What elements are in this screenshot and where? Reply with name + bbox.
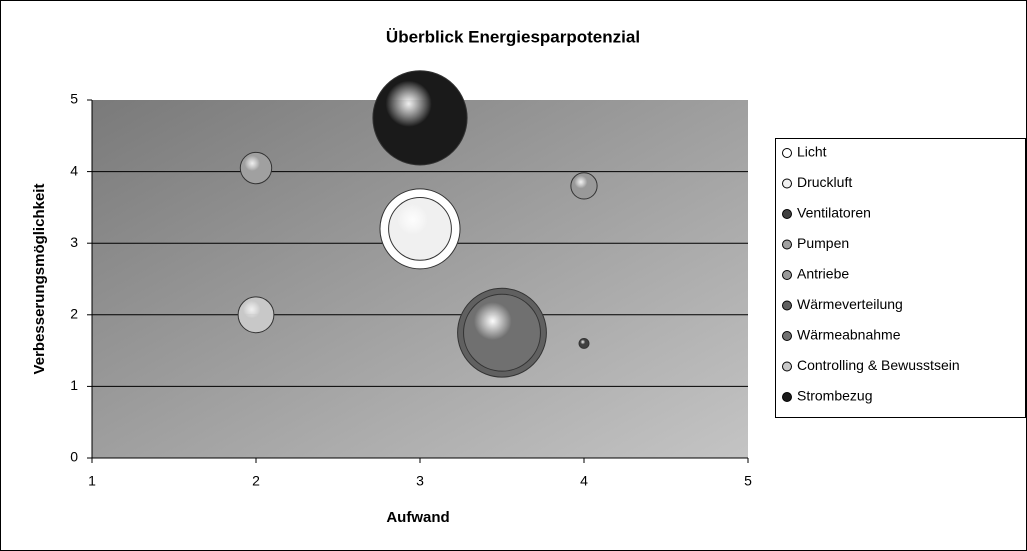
legend-label: Wärmeverteilung [797, 296, 903, 312]
legend-swatch [782, 148, 792, 158]
legend-label: Strombezug [797, 388, 872, 404]
y-tick-label: 4 [70, 162, 78, 178]
legend-swatch [782, 270, 792, 280]
x-tick-label: 3 [416, 473, 424, 489]
legend-swatch [782, 239, 792, 250]
legend-label: Controlling & Bewusstsein [797, 357, 960, 373]
legend-swatch [782, 361, 792, 372]
legend-label: Pumpen [797, 235, 849, 251]
x-axis-title: Aufwand [386, 509, 449, 526]
x-tick-label: 5 [744, 473, 752, 489]
legend-swatch [782, 209, 792, 219]
chart-title: Überblick Energiesparpotenzial [386, 27, 640, 46]
bubble [239, 151, 273, 185]
legend-label: Antriebe [797, 266, 849, 282]
x-tick-label: 2 [252, 473, 260, 489]
bubble [388, 196, 452, 261]
y-tick-label: 1 [70, 377, 78, 393]
y-tick-label: 0 [70, 449, 78, 465]
x-tick-label: 1 [88, 473, 96, 489]
legend-label: Ventilatoren [797, 205, 871, 221]
bubble [570, 172, 598, 200]
legend-swatch [782, 392, 792, 402]
legend-swatch [782, 331, 792, 341]
legend-label: Wärmeabnahme [797, 327, 901, 343]
legend [775, 138, 1026, 418]
bubble [578, 337, 590, 349]
bubble [372, 70, 468, 166]
legend-swatch [782, 300, 792, 311]
bubble [463, 293, 541, 372]
legend-label: Licht [797, 144, 827, 160]
y-tick-label: 5 [70, 91, 78, 107]
y-axis-title: Verbesserungsmöglichkeit [31, 184, 48, 375]
bubble [237, 296, 275, 334]
y-tick-label: 2 [70, 306, 78, 322]
x-tick-label: 4 [580, 473, 588, 489]
legend-swatch [782, 178, 792, 189]
legend-label: Druckluft [797, 174, 852, 190]
y-tick-label: 3 [70, 234, 78, 250]
